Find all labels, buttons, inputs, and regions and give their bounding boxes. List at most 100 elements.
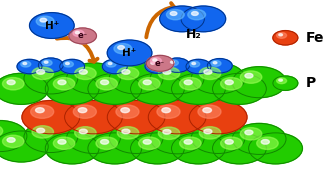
Circle shape <box>153 59 157 61</box>
Circle shape <box>273 31 298 45</box>
Circle shape <box>75 67 96 80</box>
Circle shape <box>189 101 247 134</box>
Circle shape <box>245 130 253 135</box>
Circle shape <box>131 133 184 164</box>
Circle shape <box>279 79 282 81</box>
Circle shape <box>36 16 54 26</box>
Text: H⁺: H⁺ <box>122 48 137 58</box>
Circle shape <box>0 73 48 104</box>
Circle shape <box>75 127 96 139</box>
Circle shape <box>109 122 163 153</box>
Circle shape <box>58 139 66 144</box>
Circle shape <box>37 70 45 74</box>
Circle shape <box>60 59 85 74</box>
Circle shape <box>117 127 139 139</box>
Circle shape <box>67 63 120 94</box>
Circle shape <box>40 18 47 22</box>
Circle shape <box>122 129 130 134</box>
Circle shape <box>139 137 160 149</box>
Circle shape <box>118 46 124 50</box>
Circle shape <box>204 129 212 134</box>
Circle shape <box>232 123 286 154</box>
Circle shape <box>131 73 184 104</box>
Circle shape <box>122 70 130 74</box>
Circle shape <box>150 63 204 94</box>
Circle shape <box>165 58 190 72</box>
Circle shape <box>31 105 54 118</box>
Circle shape <box>170 12 177 15</box>
Circle shape <box>0 121 27 152</box>
Circle shape <box>158 67 180 80</box>
Circle shape <box>150 123 204 154</box>
Circle shape <box>168 60 178 66</box>
Circle shape <box>203 108 212 113</box>
Circle shape <box>166 9 184 20</box>
Circle shape <box>7 80 15 85</box>
Circle shape <box>32 67 53 80</box>
Circle shape <box>213 73 266 104</box>
Circle shape <box>63 61 73 67</box>
Circle shape <box>116 105 139 118</box>
Circle shape <box>53 77 75 90</box>
Circle shape <box>121 108 130 113</box>
Circle shape <box>257 137 278 149</box>
Circle shape <box>204 70 212 74</box>
Circle shape <box>143 80 151 85</box>
Circle shape <box>3 135 24 148</box>
Circle shape <box>69 28 96 44</box>
Circle shape <box>38 58 63 72</box>
Circle shape <box>88 73 142 104</box>
Circle shape <box>277 78 287 84</box>
Circle shape <box>108 62 112 65</box>
Circle shape <box>151 57 161 64</box>
Circle shape <box>79 129 87 134</box>
Circle shape <box>73 30 84 36</box>
Circle shape <box>221 137 242 149</box>
Circle shape <box>44 61 48 63</box>
Circle shape <box>158 127 180 139</box>
Circle shape <box>149 61 159 67</box>
Circle shape <box>180 77 201 90</box>
Circle shape <box>188 9 206 20</box>
Circle shape <box>106 61 116 67</box>
Circle shape <box>79 70 87 74</box>
Circle shape <box>181 6 226 32</box>
Circle shape <box>232 67 286 98</box>
Circle shape <box>261 139 269 144</box>
Circle shape <box>67 122 120 153</box>
Circle shape <box>146 55 174 71</box>
Circle shape <box>88 133 142 164</box>
Circle shape <box>160 6 204 32</box>
Circle shape <box>249 133 302 164</box>
Circle shape <box>221 77 242 90</box>
Circle shape <box>37 128 45 133</box>
Circle shape <box>151 62 154 64</box>
Circle shape <box>172 73 225 104</box>
Circle shape <box>66 62 69 65</box>
Circle shape <box>30 13 74 38</box>
Circle shape <box>186 59 211 74</box>
Circle shape <box>180 137 201 149</box>
Circle shape <box>192 12 198 15</box>
Circle shape <box>273 76 298 90</box>
Circle shape <box>117 67 139 80</box>
Circle shape <box>190 61 200 67</box>
Circle shape <box>163 70 171 74</box>
Circle shape <box>139 77 160 90</box>
Circle shape <box>143 139 151 144</box>
Circle shape <box>225 139 233 144</box>
Circle shape <box>279 34 282 36</box>
Circle shape <box>245 73 253 78</box>
Circle shape <box>207 59 232 73</box>
Circle shape <box>225 80 233 85</box>
Text: H₂: H₂ <box>186 28 201 40</box>
Circle shape <box>213 62 217 64</box>
Circle shape <box>24 122 78 153</box>
Circle shape <box>45 133 99 164</box>
Circle shape <box>101 80 109 85</box>
Circle shape <box>75 31 79 34</box>
Circle shape <box>42 60 52 66</box>
Circle shape <box>148 101 206 134</box>
Circle shape <box>7 138 15 142</box>
Circle shape <box>277 33 287 38</box>
